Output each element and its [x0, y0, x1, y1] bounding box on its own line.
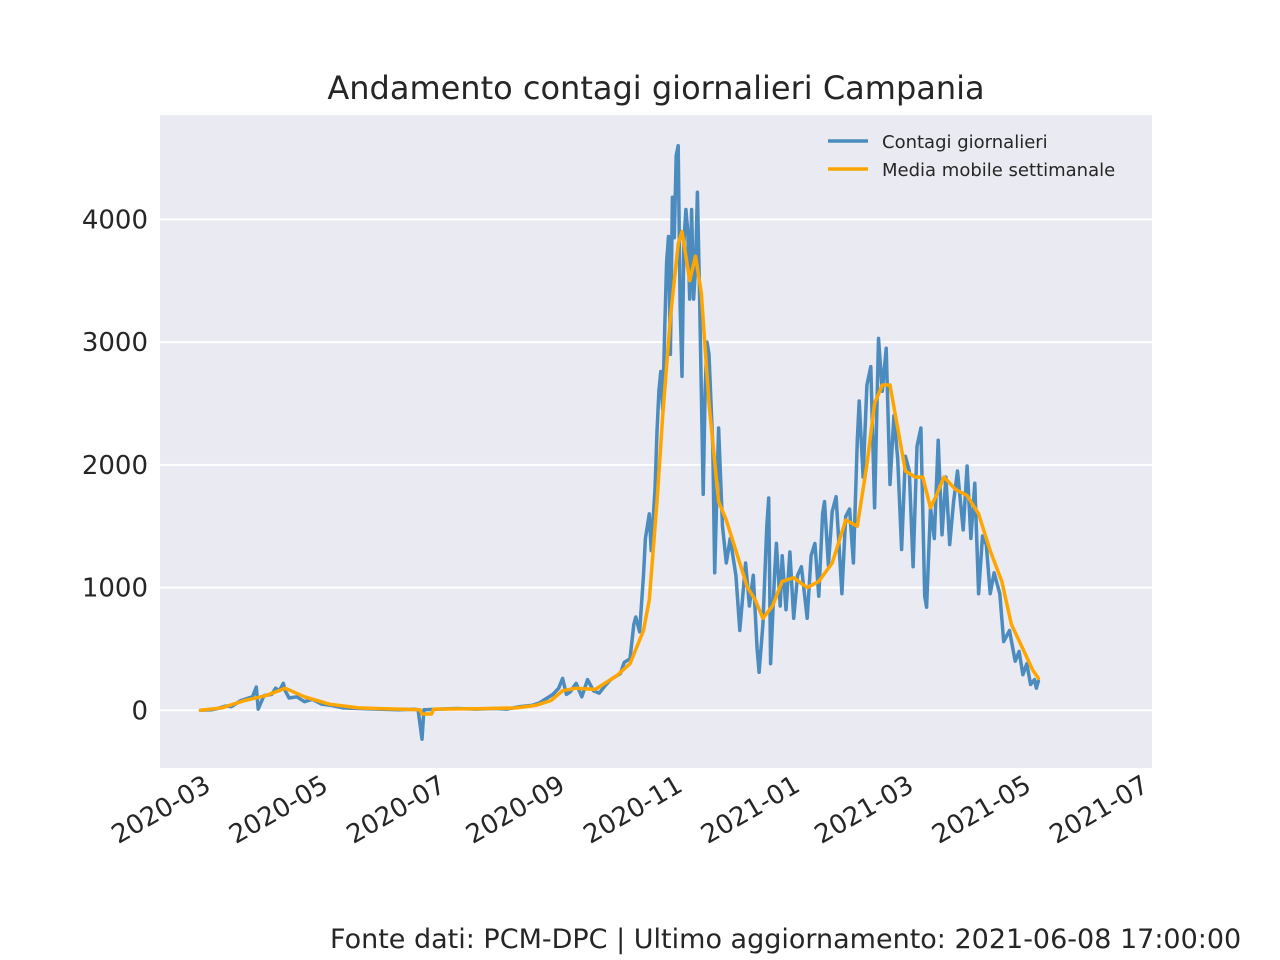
y-tick-label: 4000: [82, 205, 148, 235]
x-tick-labels: 2020-03 2020-05 2020-07 2020-09 2020-11 2021-…: [107, 770, 1154, 850]
y-tick-label: 1000: [82, 574, 148, 604]
source-footer: Fonte dati: PCM-DPC | Ultimo aggiornamen…: [330, 924, 1242, 955]
legend-label-average: Media mobile settimanale: [882, 160, 1115, 181]
line-chart: Andamento contagi giornalieri Campania 0…: [82, 69, 1154, 850]
y-tick-label: 0: [131, 696, 148, 726]
series-line-average: [198, 229, 1041, 716]
x-tick-label: 2020-07: [342, 770, 451, 850]
legend: Contagi giornalieri Media mobile settima…: [828, 132, 1115, 181]
x-tick-label: 2021-03: [810, 770, 919, 850]
y-tick-label: 3000: [82, 328, 148, 358]
series-lines: [198, 143, 1041, 741]
legend-label-daily: Contagi giornalieri: [882, 132, 1048, 153]
x-tick-label: 2020-03: [107, 770, 216, 850]
x-tick-label: 2020-11: [579, 770, 688, 850]
y-tick-label: 2000: [82, 451, 148, 481]
y-tick-labels: 0 1000 2000 3000 4000: [82, 205, 148, 726]
chart-title: Andamento contagi giornalieri Campania: [327, 69, 984, 107]
x-tick-label: 2021-07: [1045, 770, 1154, 850]
x-tick-label: 2020-05: [224, 770, 333, 850]
x-tick-label: 2021-01: [696, 770, 805, 850]
x-tick-label: 2020-09: [461, 770, 570, 850]
x-tick-label: 2021-05: [927, 770, 1036, 850]
